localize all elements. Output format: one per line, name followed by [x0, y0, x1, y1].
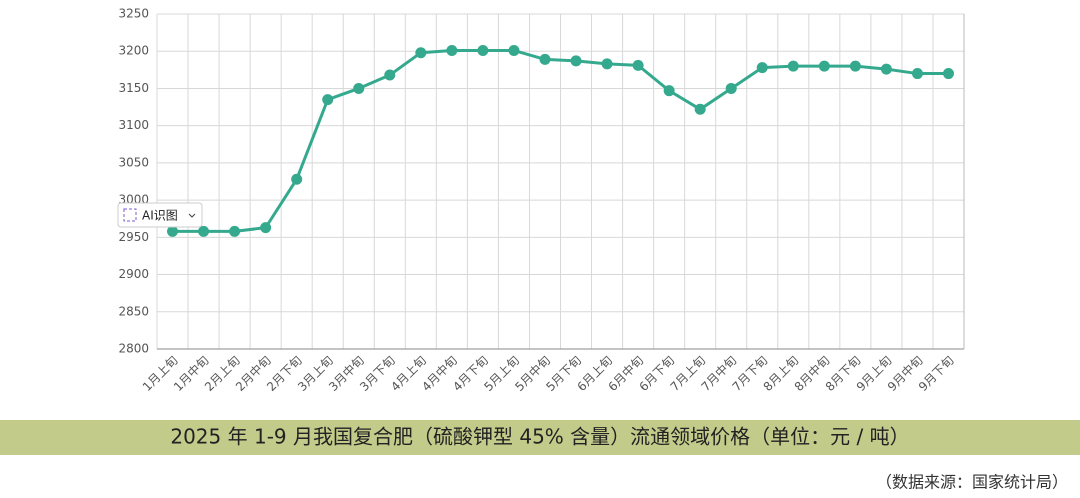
data-point [725, 82, 737, 94]
data-point [880, 63, 892, 75]
data-point [818, 60, 830, 72]
data-point [477, 44, 489, 56]
data-point [446, 44, 458, 56]
source-note: （数据来源：国家统计局） [876, 473, 1068, 492]
data-point [632, 59, 644, 71]
y-tick-label: 2900 [118, 267, 149, 281]
data-point [601, 58, 613, 70]
data-point [694, 103, 706, 115]
data-point [539, 53, 551, 65]
data-point [384, 69, 396, 81]
data-point [942, 68, 954, 80]
y-tick-label: 2850 [118, 304, 149, 318]
caption-bar [0, 420, 1080, 455]
y-tick-label: 2950 [118, 230, 149, 244]
data-point [167, 225, 179, 237]
data-point [663, 85, 675, 97]
y-tick-label: 3050 [118, 155, 149, 169]
data-point [415, 47, 427, 59]
y-tick-label: 3150 [118, 81, 149, 95]
y-tick-label: 2800 [118, 342, 149, 356]
data-point [322, 94, 334, 106]
ai-button-box [117, 202, 203, 228]
ai-button[interactable]: AI识图 [117, 202, 203, 228]
y-tick-label: 3200 [118, 44, 149, 58]
ai-caret [188, 213, 196, 218]
data-point [787, 60, 799, 72]
data-point [291, 173, 303, 185]
data-point [353, 82, 365, 94]
data-point [570, 55, 582, 67]
x-tick-label: 9月下旬 [916, 353, 957, 394]
data-point [508, 44, 520, 56]
data-point [229, 225, 241, 237]
ai-icon [123, 208, 137, 222]
chart-title: 2025 年 1-9 月我国复合肥（硫酸钾型 45% 含量）流通领域价格（单位：… [170, 425, 909, 449]
data-point [756, 62, 768, 74]
data-point [198, 225, 210, 237]
data-point [849, 60, 861, 72]
data-point [911, 68, 923, 80]
ai-button-label: AI识图 [142, 209, 178, 223]
data-point [260, 222, 272, 234]
y-tick-label: 3100 [118, 118, 149, 132]
y-tick-label: 3250 [118, 7, 149, 21]
